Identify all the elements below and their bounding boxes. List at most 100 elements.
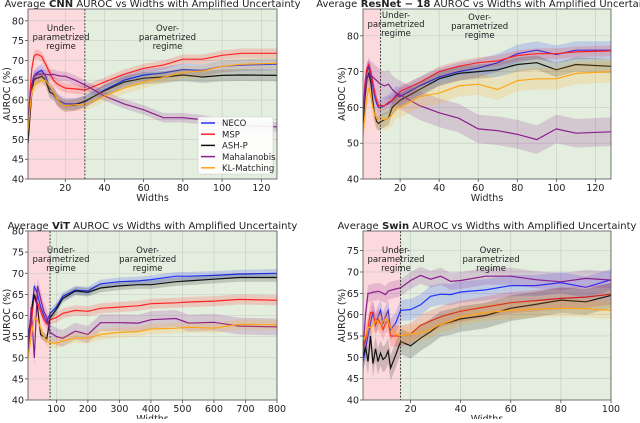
y-tick-label: 75 [12,36,24,47]
y-tick-label: 80 [12,16,24,27]
y-tick-label: 50 [347,139,359,150]
series-group [28,48,277,150]
subplot-cnn: 40 45 50 55 60 65 70 75 80 20 40 60 80 100 120 Under- Ov… [2,0,301,204]
confidence-band-neco [28,269,277,341]
y-tick-label: 50 [12,135,24,146]
y-tick-label: 50 [12,353,24,364]
x-tick-label: 500 [173,404,191,415]
x-tick-label: 100 [602,404,620,415]
under-parametrized-label: Under- [47,246,75,256]
y-tick-label: 70 [12,56,24,67]
x-tick-label: 20 [405,404,417,415]
x-tick-label: 100 [547,183,565,194]
under-parametrized-label: regime [46,42,76,52]
legend-item-mahalanobis: Mahalanobis [201,153,276,163]
x-tick-label: 60 [138,183,150,194]
y-tick-label: 55 [12,332,24,343]
y-tick-label: 60 [12,95,24,106]
legend-item-kl-matching: KL-Matching [201,164,274,174]
under-parametrized-label: regime [46,264,76,274]
under-parametrized-label: parametrized [32,255,89,265]
title-prefix: Average [5,0,46,10]
over-parametrized-label: Over- [156,24,179,34]
legend-label: ASH-P [222,142,248,152]
title-model: ResNet − 18 [357,0,430,10]
y-axis-label: AUROC (%) [2,67,13,121]
x-tick-label: 800 [268,404,286,415]
confidence-band-msp [28,48,277,133]
under-parametrized-region [28,9,85,179]
x-tick-label: 80 [177,183,189,194]
title-prefix: Average [8,221,49,232]
series-line-msp [28,294,277,350]
legend-item-ash-p: ASH-P [201,142,248,152]
over-parametrized-label: parametrized [139,33,196,43]
y-tick-label: 60 [12,311,24,322]
title-suffix: AUROC vs Widths with Amplified Uncertain… [73,0,300,10]
x-tick-label: 40 [433,183,445,194]
confidence-band-kl-matching [28,312,277,363]
y-tick-label: 45 [12,374,24,385]
confidence-band-msp [363,45,611,124]
series-line-kl-matching [28,62,277,132]
subplot-resnet-18: 40 50 60 70 80 20 40 60 80 100 120 Under- Over-param… [316,0,640,204]
y-tick-label: 60 [347,103,359,114]
y-tick-label: 45 [12,155,24,166]
y-tick-label: 55 [12,115,24,126]
series-line-ash-p [363,294,611,371]
x-axis-label: Widths [136,414,169,419]
confidence-band-kl-matching [28,57,277,138]
confidence-band-kl-matching [363,60,611,147]
x-tick-label: 40 [98,183,110,194]
chart-title: Average Swin AUROC vs Widths with Amplif… [338,221,637,232]
under-parametrized-label: parametrized [367,20,424,30]
title-prefix: Average [316,0,357,10]
series-line-mahalanobis [28,73,277,128]
y-axis-label: AUROC (%) [337,289,348,343]
title-model: Swin [379,221,409,232]
subplot-vit: 40 45 50 55 60 65 70 75 80 100 200 300 400 500 600 700 8… [2,221,298,423]
plot-frame [27,230,278,401]
subplot-swin: 40 45 50 55 60 65 70 75 20 40 60 80 100 Under- Over-pa… [337,221,637,423]
over-parametrized-label: Over- [468,13,491,23]
over-parametrized-label: parametrized [119,255,176,265]
x-axis-label: Widths [471,414,504,419]
y-tick-label: 70 [347,67,359,78]
y-tick-label: 60 [347,310,359,321]
y-tick-label: 75 [12,248,24,259]
series-line-kl-matching [363,307,611,341]
x-tick-label: 400 [142,404,160,415]
over-parametrized-label: regime [153,42,183,52]
confidence-band-neco [363,269,611,373]
x-tick-label: 200 [79,404,97,415]
confidence-band-msp [28,289,277,355]
confidence-band-ash-p [363,55,611,137]
series-line-msp [28,52,277,128]
series-line-kl-matching [363,71,611,137]
under-parametrized-label: parametrized [32,33,89,43]
x-tick-label: 100 [47,404,65,415]
legend-box [197,116,274,175]
series-line-msp [363,50,611,119]
confidence-band-mahalanobis [28,277,277,367]
y-tick-label: 80 [347,31,359,42]
x-tick-label: 600 [205,404,223,415]
y-tick-label: 65 [12,76,24,87]
y-axis-label: AUROC (%) [337,67,348,121]
chart-title: Average ViT AUROC vs Widths with Amplifi… [8,221,298,232]
title-suffix: AUROC vs Widths with Amplified Uncertain… [409,221,636,232]
series-line-neco [28,272,277,337]
under-parametrized-label: Under- [382,11,410,21]
y-tick-label: 80 [12,227,24,238]
title-model: CNN [46,0,74,10]
under-parametrized-label: parametrized [367,255,424,265]
plot-frame [362,230,612,401]
x-tick-label: 60 [472,183,484,194]
x-axis-label: Widths [136,193,169,204]
over-parametrized-label: regime [133,264,163,274]
over-parametrized-region [400,231,611,400]
y-tick-label: 40 [347,175,359,186]
y-tick-label: 65 [347,289,359,300]
y-tick-label: 50 [347,353,359,364]
